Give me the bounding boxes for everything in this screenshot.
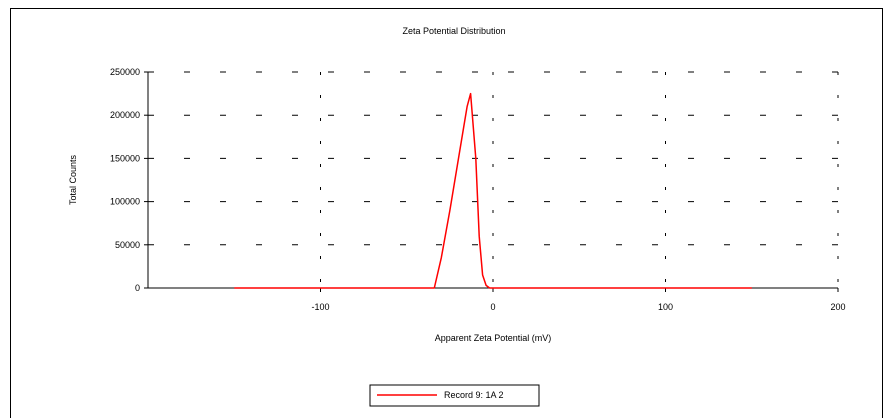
y-tick-label: 100000 [110,197,140,207]
y-tick-label: 50000 [115,240,140,250]
legend-label: Record 9: 1A 2 [444,390,504,400]
y-tick-label: 250000 [110,67,140,77]
y-axis-label: Total Counts [68,154,78,205]
x-tick-label: 0 [490,302,495,312]
y-tick-label: 200000 [110,110,140,120]
legend[interactable]: Record 9: 1A 2 [369,384,540,407]
x-tick-label: 200 [830,302,845,312]
x-axis-label: Apparent Zeta Potential (mV) [435,333,552,343]
x-tick-label: -100 [311,302,329,312]
y-tick-label: 150000 [110,153,140,163]
series-line [234,92,752,289]
tick-labels: 0 50000 100000 150000 200000 250000 -100 0 100 20… [110,67,846,312]
legend-box [369,384,540,407]
grid-lines [148,71,839,288]
series-group [234,92,752,289]
axes [144,71,839,292]
chart-frame [10,8,883,418]
x-tick-label: 100 [658,302,673,312]
chart-title: Zeta Potential Distribution [402,26,505,36]
y-tick-label: 0 [135,283,140,293]
